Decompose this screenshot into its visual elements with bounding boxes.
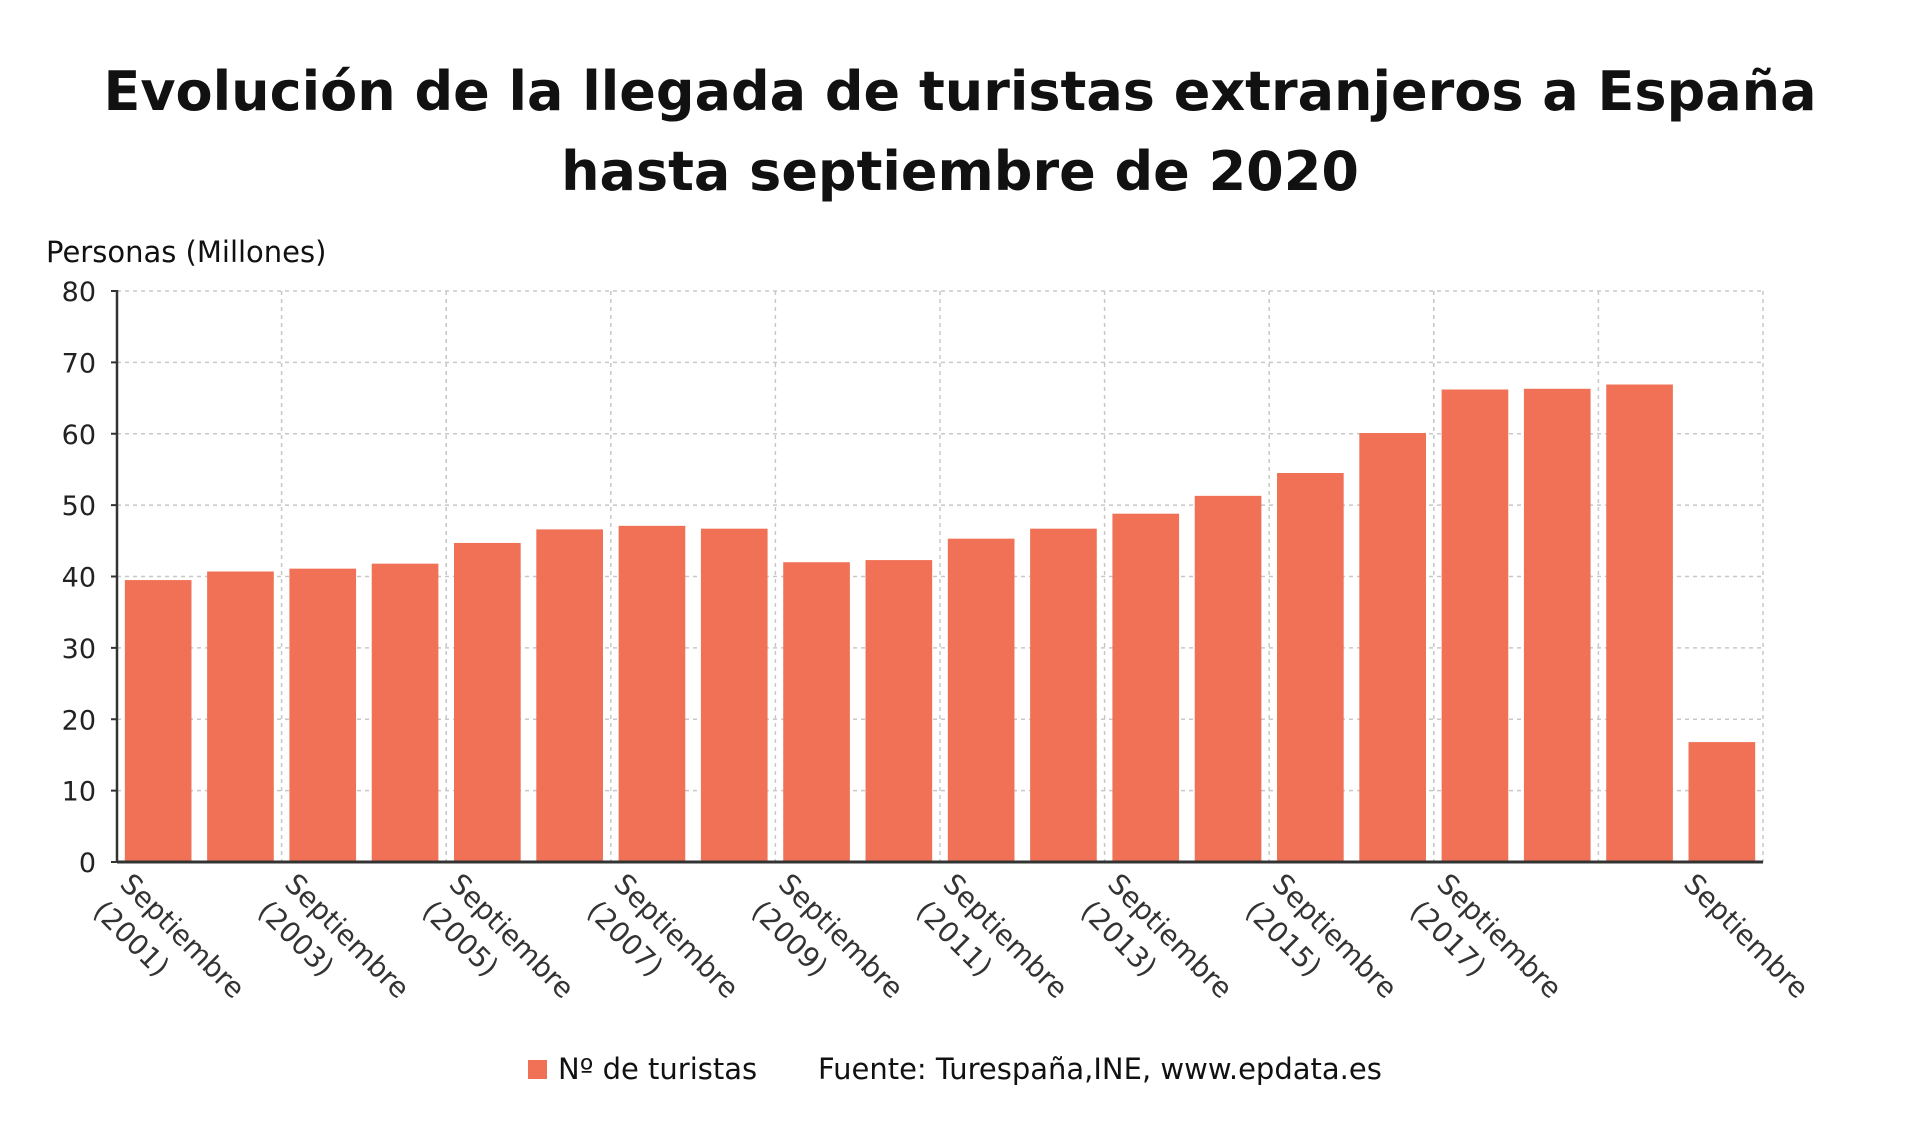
bar-16 [1359,433,1426,862]
legend-swatch [528,1060,547,1079]
legend-series-label: Nº de turistas [558,1052,757,1086]
y-tick-label-30: 30 [62,634,96,665]
x-tick-label-8: Septiembre(2009) [745,867,910,1005]
x-tick-label-19: Septiembre [1677,867,1815,1005]
bar-14 [1194,495,1262,862]
bar-18 [1523,388,1591,862]
y-tick-label-10: 10 [62,777,96,808]
x-tick-label-4: Septiembre(2005) [416,867,581,1005]
y-axis-label: Personas (Millones) [46,235,326,269]
bar-15 [1277,473,1344,862]
bar-2 [207,571,274,862]
bar-3 [289,568,357,862]
x-tick-label-line: Septiembre [1677,867,1815,1005]
x-tick-label-2: Septiembre(2003) [251,867,416,1005]
y-tick-label-20: 20 [62,705,96,736]
bar-9 [783,562,850,862]
x-tick-label-16: Septiembre(2017) [1404,867,1569,1005]
bars-layer [124,384,1756,862]
bar-13 [1112,513,1180,862]
y-tick-label-40: 40 [62,563,96,594]
source-note: Fuente: Turespaña,INE, www.epdata.es [818,1052,1382,1086]
axes-layer [111,290,1763,864]
bar-5 [454,542,521,862]
chart-title: Evolución de la llegada de turistas extr… [103,60,1817,203]
x-tick-label-12: Septiembre(2013) [1074,867,1239,1005]
bar-12 [1030,528,1097,862]
bar-11 [947,538,1015,862]
x-tick-label-10: Septiembre(2011) [910,867,1075,1005]
y-tick-label-70: 70 [62,348,96,379]
y-tick-labels: 0 10 20 30 40 50 60 70 80 [62,277,96,879]
x-tick-labels: Septiembre(2001) Septiembre(2003) Septiemb… [87,867,1815,1005]
x-tick-label-6: Septiembre(2007) [581,867,746,1005]
bar-4 [371,563,439,862]
bar-19 [1606,384,1673,862]
y-tick-label-50: 50 [62,491,96,522]
bar-6 [536,529,603,862]
bar-17 [1441,389,1509,862]
bar-1 [124,580,192,862]
y-tick-label-60: 60 [62,420,96,451]
bar-10 [865,560,933,862]
x-tick-label-14: Septiembre(2015) [1239,867,1404,1005]
legend: Nº de turistas Fuente: Turespaña,INE, ww… [528,1052,1382,1086]
grid-layer [117,290,1764,862]
bar-20 [1688,742,1756,862]
bar-7 [618,525,686,862]
x-tick-label-0: Septiembre(2001) [87,867,252,1005]
y-tick-label-80: 80 [62,277,96,308]
bar-8 [700,528,768,862]
y-tick-label-0: 0 [79,848,96,879]
